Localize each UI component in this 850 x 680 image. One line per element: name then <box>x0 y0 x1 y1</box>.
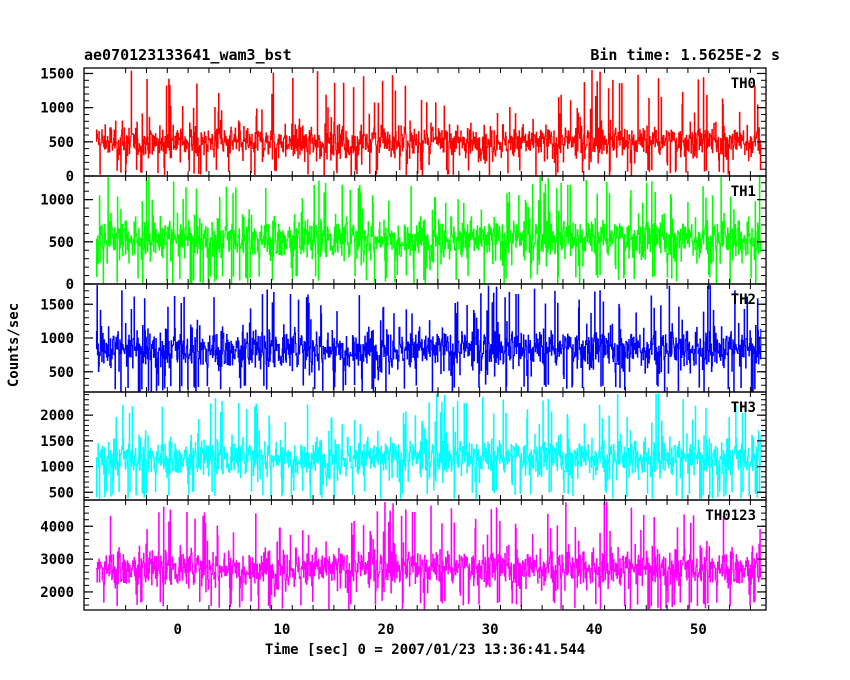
y-tick-label: 0 <box>66 169 74 185</box>
x-tick-label: 10 <box>273 622 290 638</box>
panel-th3: 500 1000 1500 2000 TH3 <box>40 391 767 501</box>
panel-th0123: 2000 3000 4000 TH0123 <box>40 499 767 611</box>
panel-label-th1: TH1 <box>731 184 756 200</box>
y-tick-label: 3000 <box>40 552 74 568</box>
y-tick-label: 2000 <box>40 585 74 601</box>
chart-title: ae070123133641_wam3_bst <box>84 46 292 64</box>
x-tick-label: 30 <box>482 622 499 638</box>
panel-label-th2: TH2 <box>731 292 756 308</box>
y-tick-label: 500 <box>49 485 74 501</box>
panel-label-th3: TH3 <box>731 400 756 416</box>
panels-group: 0 500 1000 1500 TH0 0 500 1000 TH1 500 1000 1500 TH2… <box>40 66 767 611</box>
panel-th0: 0 500 1000 1500 TH0 <box>40 66 767 185</box>
x-axis-label: Time [sec] 0 = 2007/01/23 13:36:41.544 <box>265 642 585 658</box>
x-axis: 0 10 20 30 40 50 <box>173 622 706 638</box>
panel-frame <box>83 499 767 611</box>
panel-label-th0123: TH0123 <box>705 508 756 524</box>
series-line-th1 <box>95 176 762 285</box>
y-tick-label: 1500 <box>40 297 74 313</box>
y-tick-label: 1500 <box>40 66 74 82</box>
y-tick-label: 1000 <box>40 460 74 476</box>
y-tick-label: 0 <box>66 277 74 293</box>
panel-th1: 0 500 1000 TH1 <box>40 175 767 293</box>
series-line-th0 <box>95 70 762 177</box>
series-line-th2 <box>95 285 762 393</box>
y-tick-label: 4000 <box>40 519 74 535</box>
y-tick-label: 1000 <box>40 101 74 117</box>
series-line-th0123 <box>95 501 762 610</box>
x-tick-label: 0 <box>173 622 181 638</box>
y-tick-label: 1000 <box>40 331 74 347</box>
y-tick-label: 500 <box>49 135 74 151</box>
panel-th2: 500 1000 1500 TH2 <box>40 283 767 393</box>
y-tick-label: 2000 <box>40 408 74 424</box>
x-tick-label: 20 <box>378 622 395 638</box>
panel-label-th0: TH0 <box>731 76 756 92</box>
y-tick-label: 1000 <box>40 193 74 209</box>
series-line-th3 <box>95 393 762 499</box>
x-tick-label: 50 <box>690 622 707 638</box>
y-tick-label: 1500 <box>40 434 74 450</box>
x-tick-label: 40 <box>586 622 603 638</box>
y-tick-label: 500 <box>49 235 74 251</box>
y-tick-label: 500 <box>49 365 74 381</box>
panel-frame <box>83 67 767 177</box>
y-axis-label: Counts/sec <box>6 303 22 387</box>
bin-time-label: Bin time: 1.5625E-2 s <box>590 46 780 64</box>
